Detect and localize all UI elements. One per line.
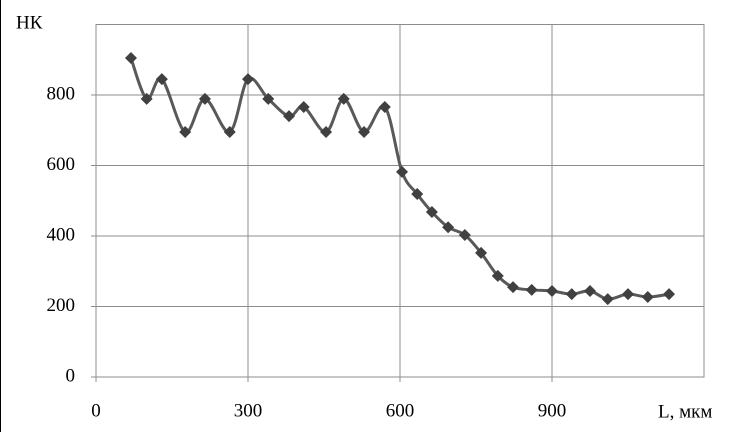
y-tick-label: 400 <box>47 224 76 245</box>
data-point <box>124 51 137 64</box>
data-point <box>475 246 488 259</box>
data-point <box>525 283 538 296</box>
x-tick-label: 900 <box>538 400 567 421</box>
data-point <box>491 269 504 282</box>
data-point <box>396 165 409 178</box>
data-point <box>458 228 471 241</box>
data-point <box>198 92 211 105</box>
data-point <box>641 290 654 303</box>
data-point <box>297 100 310 113</box>
data-point <box>663 288 676 301</box>
data-point <box>442 221 455 234</box>
x-tick-label: 300 <box>234 400 263 421</box>
y-tick-label: 0 <box>66 365 76 386</box>
data-point <box>140 92 153 105</box>
data-point <box>358 126 371 139</box>
data-point <box>223 126 236 139</box>
y-tick-label: 800 <box>47 83 76 104</box>
data-point <box>601 293 614 306</box>
data-point <box>622 288 634 301</box>
y-tick-label: 600 <box>47 154 76 175</box>
data-point <box>565 288 578 301</box>
data-point <box>584 284 596 297</box>
data-point <box>283 110 296 123</box>
y-tick-label: 200 <box>47 295 76 316</box>
data-point <box>262 92 275 105</box>
data-point <box>425 206 438 219</box>
data-point <box>546 284 558 297</box>
data-point <box>242 73 254 86</box>
x-tick-label: 0 <box>91 400 101 421</box>
x-axis-label: L, мкм <box>658 401 712 422</box>
y-axis-label: НК <box>16 12 43 33</box>
data-point <box>155 73 168 86</box>
data-point <box>506 281 519 294</box>
data-point <box>378 100 391 113</box>
plot-area <box>95 24 705 378</box>
x-tick-label: 600 <box>386 400 415 421</box>
data-point <box>179 126 192 139</box>
data-point <box>320 126 333 139</box>
data-point <box>411 188 424 201</box>
data-point <box>337 92 350 105</box>
